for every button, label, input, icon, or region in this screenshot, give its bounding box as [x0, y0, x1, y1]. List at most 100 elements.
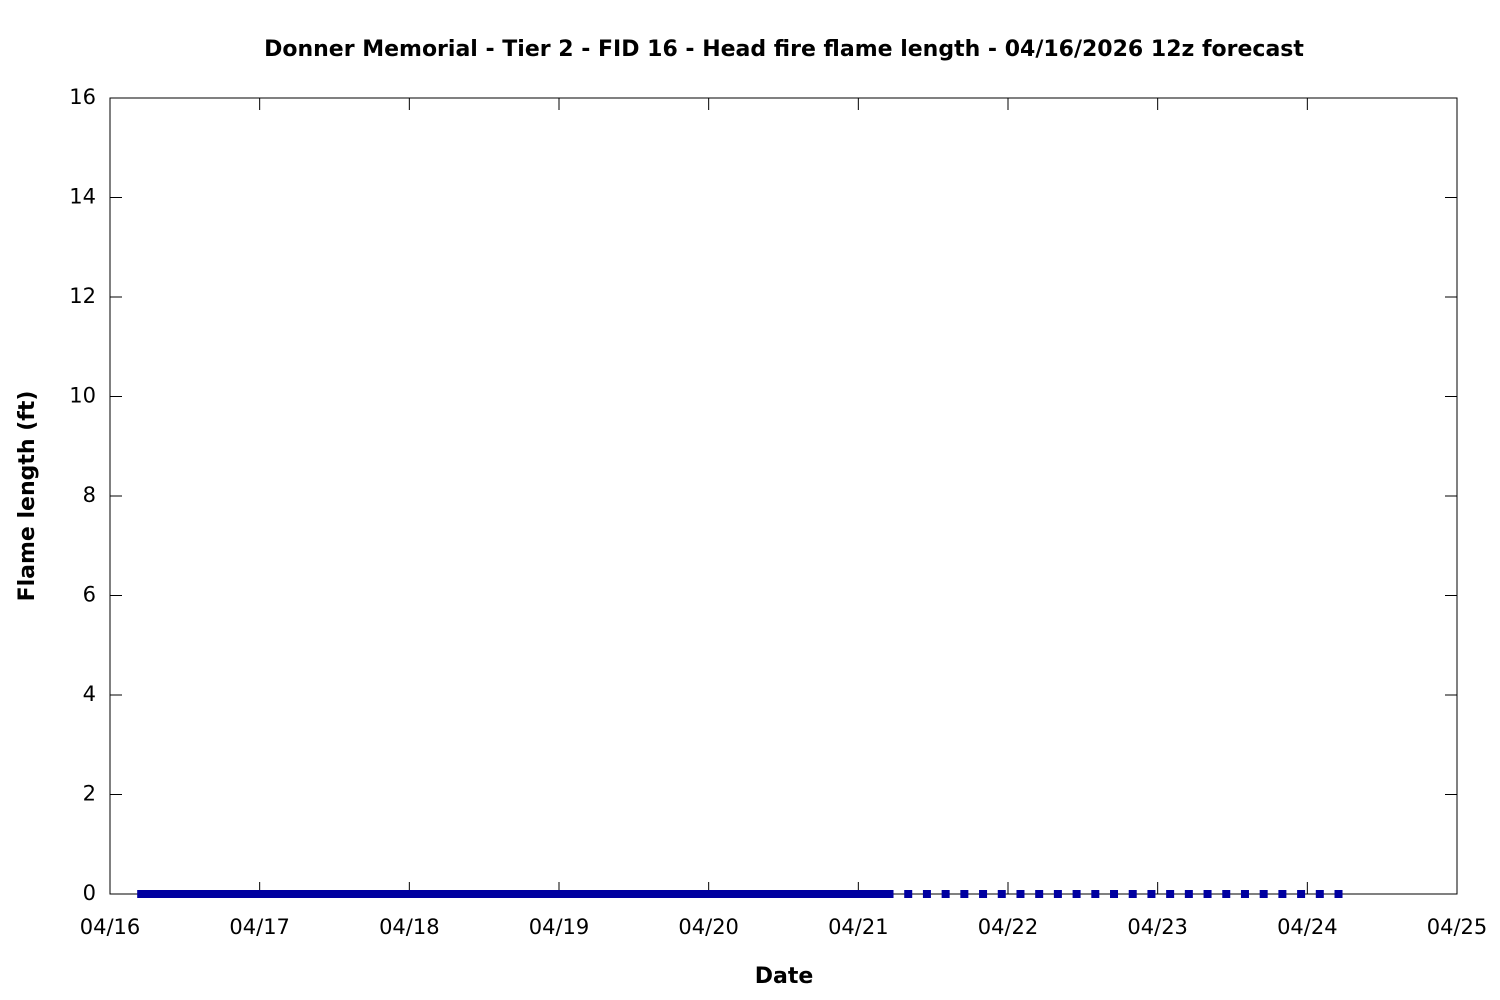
data-point: [417, 890, 426, 898]
x-tick-label: 04/25: [1427, 915, 1488, 939]
y-tick-label: 10: [69, 384, 96, 408]
x-tick-label: 04/19: [529, 915, 590, 939]
data-point: [268, 890, 277, 898]
data-point: [573, 890, 582, 898]
data-point: [255, 890, 264, 898]
data-point: [717, 890, 726, 898]
data-point: [854, 890, 863, 898]
data-point: [879, 890, 888, 898]
data-point: [835, 890, 844, 898]
data-point: [785, 890, 794, 898]
data-point: [286, 890, 295, 898]
data-point: [1203, 890, 1212, 898]
data-point: [679, 890, 688, 898]
data-point: [505, 890, 514, 898]
data-point: [592, 890, 601, 898]
data-point: [155, 890, 164, 898]
data-point: [442, 890, 451, 898]
data-point: [330, 890, 339, 898]
data-point: [1016, 890, 1025, 898]
data-point: [349, 890, 358, 898]
data-point: [748, 890, 757, 898]
y-tick-label: 8: [83, 483, 96, 507]
plot-frame: [109, 97, 1458, 895]
data-point: [742, 890, 751, 898]
data-point: [654, 890, 663, 898]
data-point: [611, 890, 620, 898]
data-point: [823, 890, 832, 898]
data-point: [648, 890, 657, 898]
data-point: [336, 890, 345, 898]
data-point: [536, 890, 545, 898]
data-point: [162, 890, 171, 898]
data-point: [224, 890, 233, 898]
data-point: [380, 890, 389, 898]
data-point: [318, 890, 327, 898]
data-point: [779, 890, 788, 898]
data-point: [816, 890, 825, 898]
data-point: [1297, 890, 1306, 898]
data-point: [829, 890, 838, 898]
data-point: [1147, 890, 1156, 898]
data-point: [629, 890, 638, 898]
data-point: [1091, 890, 1100, 898]
data-point: [579, 890, 588, 898]
data-point: [367, 890, 376, 898]
data-point: [791, 890, 800, 898]
data-point: [199, 890, 208, 898]
data-point: [492, 890, 501, 898]
data-point: [922, 890, 931, 898]
data-point: [604, 890, 613, 898]
data-point: [710, 890, 719, 898]
data-point: [636, 890, 645, 898]
data-point: [1035, 890, 1044, 898]
data-point: [1110, 890, 1119, 898]
data-point: [137, 890, 146, 898]
data-point: [754, 890, 763, 898]
data-point: [729, 890, 738, 898]
data-point: [1166, 890, 1175, 898]
data-point: [561, 890, 570, 898]
data-point: [305, 890, 314, 898]
data-point: [461, 890, 470, 898]
data-point: [399, 890, 408, 898]
y-tick-label: 0: [83, 881, 96, 905]
data-point: [511, 890, 520, 898]
x-tick-label: 04/23: [1127, 915, 1188, 939]
data-point: [1128, 890, 1137, 898]
data-point: [212, 890, 221, 898]
data-point: [941, 890, 950, 898]
data-point: [436, 890, 445, 898]
data-point: [405, 890, 414, 898]
x-tick-label: 04/24: [1277, 915, 1338, 939]
data-point: [374, 890, 383, 898]
data-point: [261, 890, 270, 898]
data-point: [274, 890, 283, 898]
data-point: [249, 890, 258, 898]
data-point: [623, 890, 632, 898]
data-point: [873, 890, 882, 898]
data-point: [230, 890, 239, 898]
y-tick-label: 2: [83, 782, 96, 806]
data-point: [324, 890, 333, 898]
data-point: [885, 890, 894, 898]
data-point: [804, 890, 813, 898]
x-axis-label: Date: [755, 964, 814, 989]
data-point: [517, 890, 526, 898]
data-point: [1259, 890, 1268, 898]
x-tick-label: 04/17: [229, 915, 290, 939]
data-point: [642, 890, 651, 898]
data-point: [187, 890, 196, 898]
data-point: [1334, 890, 1343, 898]
data-point: [174, 890, 183, 898]
data-point: [293, 890, 302, 898]
data-point: [960, 890, 969, 898]
data-point: [149, 890, 158, 898]
data-point: [1184, 890, 1193, 898]
data-point: [361, 890, 370, 898]
data-point: [555, 890, 563, 898]
data-point: [1053, 890, 1062, 898]
data-point: [473, 890, 482, 898]
